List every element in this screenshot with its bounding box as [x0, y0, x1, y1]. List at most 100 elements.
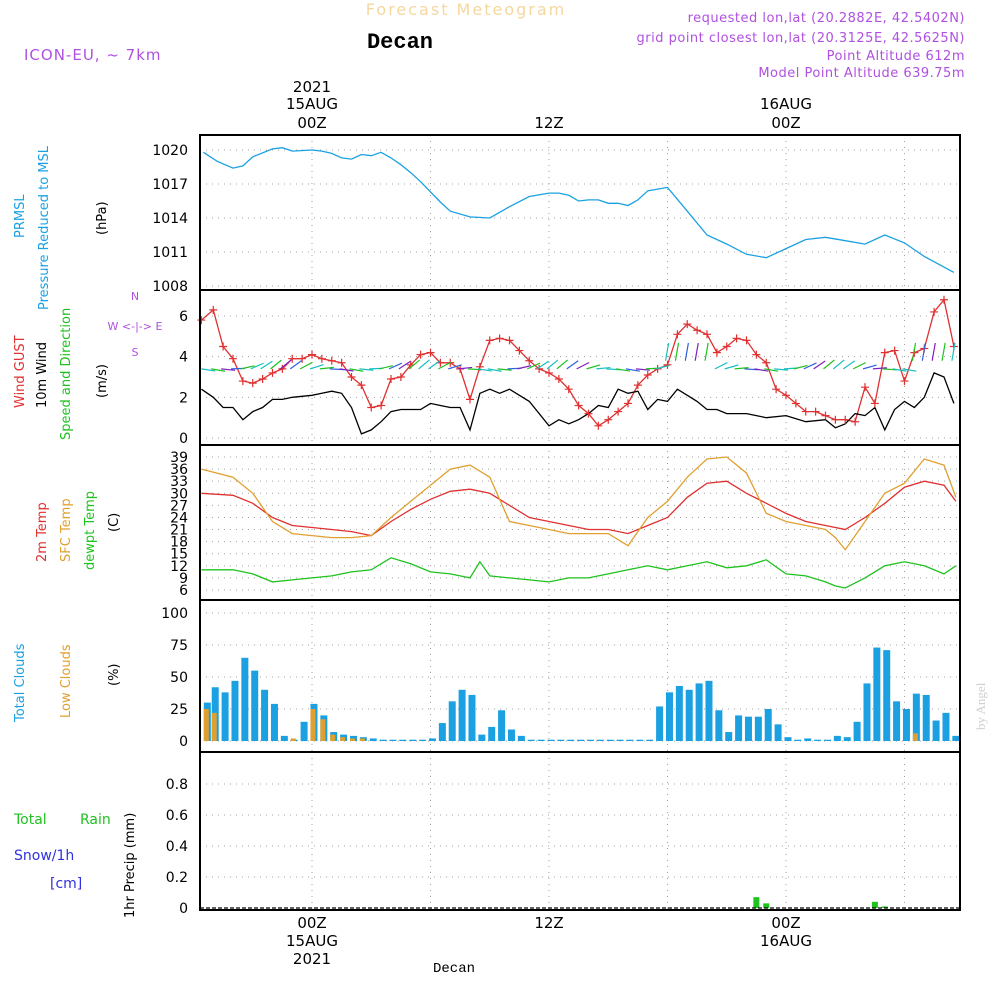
cloud-bar-total [251, 671, 258, 741]
panel-frame [200, 445, 960, 600]
cloud-bar-total [281, 736, 288, 741]
cloud-bar-total [844, 737, 851, 741]
gust-marker [387, 375, 395, 383]
gust-marker [812, 408, 820, 416]
y-tick-label: 39 [170, 450, 188, 466]
pressure-label-desc: Pressure Reduced to MSL [37, 145, 52, 310]
cloud-bar-total [646, 740, 653, 741]
temp-label-2m: 2m Temp [35, 502, 50, 562]
cloud-bar-total [508, 729, 515, 741]
temp-label-dew: dewpt Temp [83, 491, 98, 570]
cloud-bar-total [459, 690, 466, 741]
y-tick-label: 1011 [152, 245, 188, 261]
wind-arrow [942, 343, 945, 361]
bottom-tick-hour: 00Z [297, 914, 326, 932]
top-tick-year: 2021 [293, 78, 331, 96]
cloud-bar-total [498, 710, 505, 741]
cloud-bar-total [577, 740, 584, 741]
grid-layer [200, 135, 960, 910]
y-tick-label: 1017 [152, 177, 188, 193]
cloud-bar-total [419, 740, 426, 741]
precip-bar [763, 903, 769, 908]
cloud-bar-total [863, 683, 870, 741]
gust-marker [703, 330, 711, 338]
chart-title: Forecast Meteogram [366, 0, 566, 19]
cloud-bar-total [666, 692, 673, 741]
gust-marker [486, 336, 494, 344]
requested-coords: requested lon,lat (20.2882E, 42.5402N) [688, 11, 965, 26]
series-sfc-temp [201, 457, 956, 550]
cloud-bar-low [350, 738, 355, 741]
wind-arrow [685, 343, 688, 361]
y-tick-label: 0.6 [166, 808, 188, 824]
gust-marker [664, 361, 672, 369]
top-tick-hour: 12Z [534, 114, 563, 132]
cloud-bar-total [676, 686, 683, 741]
frame-layer [200, 135, 960, 910]
gust-marker [891, 347, 899, 355]
cloud-bar-total [873, 648, 880, 741]
gust-marker [318, 355, 326, 363]
cloud-bar-total [518, 736, 525, 741]
gust-marker [841, 416, 849, 424]
cloud-bar-total [449, 701, 456, 741]
model-altitude: Model Point Altitude 639.75m [758, 66, 965, 81]
cloud-bar-total [409, 740, 416, 741]
y-tick-label: 75 [170, 638, 188, 654]
y-tick-label: 50 [170, 670, 188, 686]
y-tick-label: 0 [179, 901, 188, 917]
wind-arrow [429, 361, 440, 369]
y-tick-label: 25 [170, 702, 188, 718]
cloud-label-low: Low Clouds [59, 644, 74, 718]
top-tick-date: 16AUG [760, 95, 812, 113]
cloud-bar-total [607, 740, 614, 741]
cloud-bar-total [942, 713, 949, 741]
wind-arrow [666, 343, 669, 361]
series-dewpt-temp [201, 558, 956, 588]
gust-marker [713, 349, 721, 357]
series-prmsl [203, 148, 954, 273]
cloud-bar-total [222, 692, 229, 741]
pressure-label-unit: (hPa) [95, 201, 110, 235]
gust-marker [259, 375, 267, 383]
y-tick-label: 0.2 [166, 870, 188, 886]
cloud-bar-low [330, 735, 335, 741]
gust-marker [269, 369, 277, 377]
cloud-bar-total [528, 740, 535, 741]
wind-arrow [300, 362, 312, 369]
cloud-bar-total [439, 723, 446, 741]
compass-south: S [132, 346, 139, 359]
footer-location: Decan [433, 961, 475, 977]
cloud-bar-total [784, 737, 791, 741]
wind-arrow [695, 343, 698, 361]
top-tick-date: 15AUG [286, 95, 338, 113]
wind-label-speed-dir: Speed and Direction [59, 308, 74, 440]
cloud-bar-total [883, 650, 890, 741]
cloud-bar-total [301, 722, 308, 741]
bottom-tick-year: 2021 [293, 950, 331, 968]
wind-arrow [932, 343, 935, 361]
cloud-bar-total [903, 709, 910, 741]
precip-bar [872, 902, 878, 908]
temp-label-sfc: SFC Temp [59, 498, 74, 562]
gust-marker [772, 385, 780, 393]
gust-marker [693, 326, 701, 334]
cloud-bar-total [814, 740, 821, 741]
cloud-bar-total [834, 736, 841, 741]
cloud-bar-total [656, 706, 663, 741]
cloud-label-total: Total Clouds [13, 643, 28, 723]
gust-marker [881, 349, 889, 357]
y-tick-label: 100 [161, 606, 188, 622]
precip-label-cm: [cm] [50, 876, 82, 892]
gust-marker [861, 383, 869, 391]
gust-marker [308, 351, 316, 359]
wind-arrow [715, 363, 728, 369]
y-tick-label: 0 [179, 734, 188, 750]
wind-arrow [280, 360, 291, 369]
cloud-bar-total [794, 740, 801, 741]
precip-label-total: Total [13, 812, 47, 828]
axis-layer: 1008101110141017102002466912151821242730… [152, 78, 1000, 968]
gust-marker [743, 336, 751, 344]
